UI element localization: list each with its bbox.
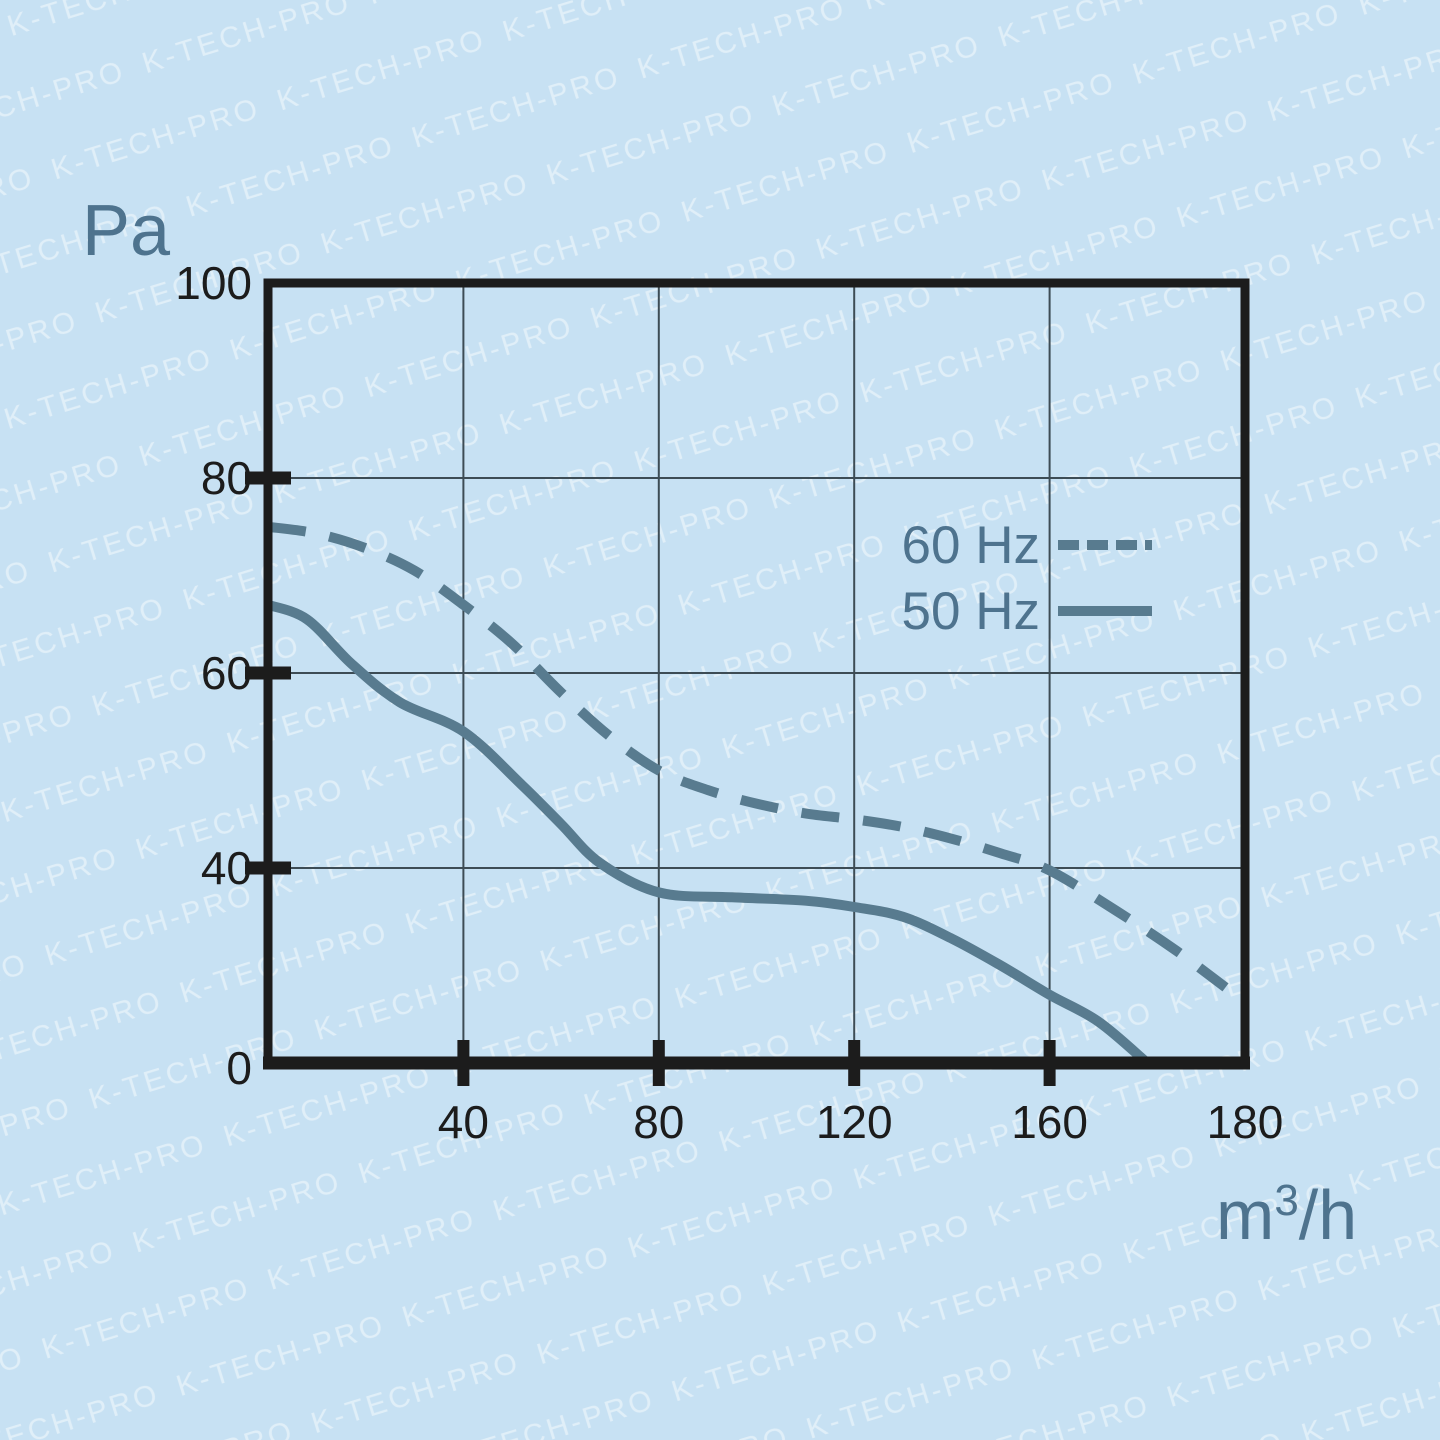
x-unit-rest: /h	[1298, 1176, 1358, 1254]
y-tick-label-100: 100	[175, 257, 252, 309]
y-tick-label-60: 60	[200, 647, 252, 699]
y-tick-mark-60	[245, 666, 291, 680]
legend-item-50hz: 50 Hz	[760, 578, 1152, 644]
legend: 60 Hz 50 Hz	[760, 512, 1152, 644]
x-tick-label-180: 180	[1206, 1096, 1284, 1148]
x-tick-label-80: 80	[633, 1096, 685, 1148]
x-tick-mark-80	[652, 1040, 665, 1086]
x-unit-superscript: 3	[1274, 1176, 1299, 1225]
legend-sample-solid-line	[1058, 606, 1152, 616]
x-tick-label-120: 120	[815, 1096, 893, 1148]
x-axis-unit-label: m3/h	[1216, 1176, 1357, 1260]
curve-60hz	[267, 521, 1229, 992]
y-axis-unit-label: Pa	[82, 191, 171, 271]
x-tick-label-40: 40	[437, 1096, 489, 1148]
legend-label-50hz: 50 Hz	[901, 581, 1040, 641]
y-tick-label-40: 40	[200, 842, 252, 894]
y-tick-label-80: 80	[200, 452, 252, 504]
x-tick-mark-40	[457, 1040, 470, 1086]
x-tick-label-160: 160	[1011, 1096, 1088, 1148]
legend-item-60hz: 60 Hz	[760, 512, 1152, 578]
y-tick-mark-80	[245, 471, 291, 485]
x-unit-base: m	[1216, 1176, 1275, 1254]
legend-label-60hz: 60 Hz	[901, 515, 1040, 575]
y-tick-mark-40	[245, 861, 291, 875]
x-tick-mark-120	[848, 1040, 861, 1086]
curve-50hz	[266, 600, 1151, 1067]
x-tick-mark-160	[1043, 1040, 1056, 1086]
legend-sample-dashed-line	[1058, 540, 1152, 550]
y-tick-label-0: 0	[226, 1042, 252, 1094]
